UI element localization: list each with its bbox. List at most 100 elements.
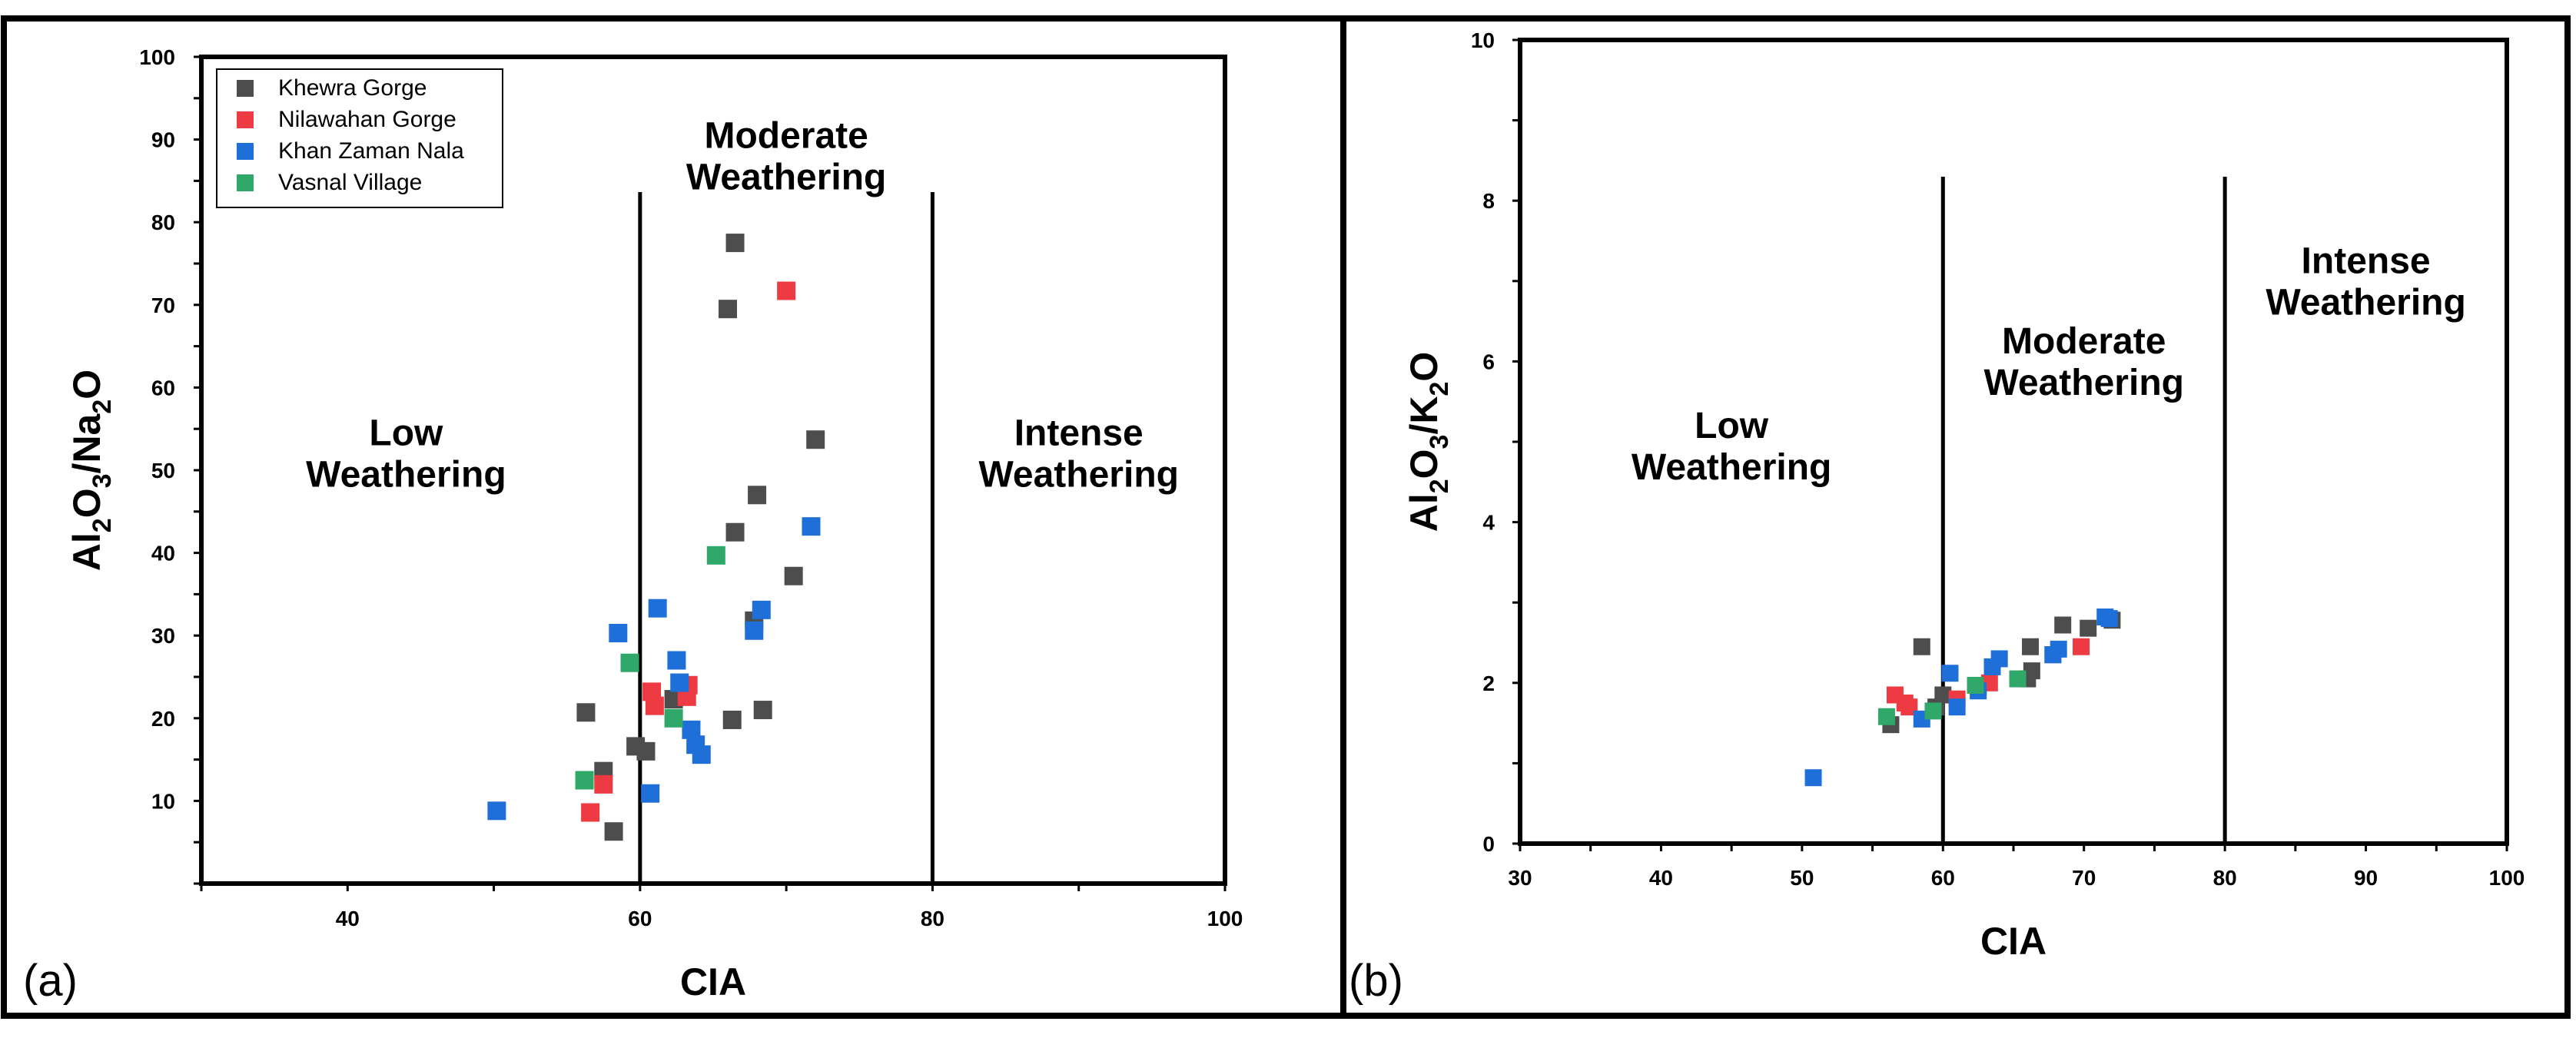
panel-label-b: (b) bbox=[1349, 956, 1403, 1006]
boundary-lines-b bbox=[1940, 177, 2227, 844]
y-tick-label-a: 70 bbox=[151, 293, 175, 317]
x-tick-label-a: 80 bbox=[921, 907, 944, 930]
data-point-khan-zaman-a bbox=[670, 673, 689, 692]
data-point-khan-zaman-a bbox=[692, 745, 711, 764]
x-axis-label-a: CIA bbox=[680, 960, 746, 1003]
x-tick-label-b: 50 bbox=[1790, 866, 1814, 890]
chart-panel-b: Low Weathering Moderate Weathering Intense We… bbox=[1349, 28, 2525, 1006]
data-point-vasnal-b bbox=[1967, 676, 1984, 694]
data-point-vasnal-a bbox=[620, 653, 639, 672]
legend: Khewra Gorge Nilawahan Gorge Khan Zaman … bbox=[216, 68, 503, 208]
boundary-lines-a bbox=[638, 192, 934, 884]
y-tick-label-b: 2 bbox=[1482, 672, 1495, 695]
y-axis-label-a: Al2O3/Na2O bbox=[65, 370, 117, 571]
points-a bbox=[487, 234, 825, 841]
data-point-nilawahan-b bbox=[2073, 638, 2090, 655]
zone-label-low-b: Low Weathering bbox=[1632, 406, 1831, 488]
data-point-khewra-a bbox=[604, 822, 623, 841]
data-point-khewra-b bbox=[2054, 616, 2072, 634]
panel-label-a: (a) bbox=[23, 956, 78, 1006]
y-tick-label-b: 6 bbox=[1482, 350, 1495, 373]
x-tick-label-a: 60 bbox=[628, 907, 652, 930]
y-tick-label-b: 4 bbox=[1482, 511, 1495, 535]
data-point-khan-zaman-a bbox=[487, 801, 506, 821]
data-point-khewra-a bbox=[576, 703, 596, 722]
data-point-khewra-b bbox=[2022, 638, 2040, 655]
x-tick-label-a: 40 bbox=[336, 907, 360, 930]
data-point-khan-zaman-a bbox=[641, 784, 660, 803]
x-tick-label-b: 100 bbox=[2489, 866, 2525, 890]
x-tick-label-a: 100 bbox=[1207, 907, 1243, 930]
data-point-khewra-a bbox=[748, 486, 767, 505]
y-tick-label-b: 8 bbox=[1482, 189, 1495, 213]
zone-label-intense-a: Intense Weathering bbox=[978, 413, 1178, 496]
data-point-khan-zaman-b bbox=[1948, 698, 1966, 716]
data-point-khewra-b bbox=[2023, 662, 2040, 680]
legend-marker-nilawahan bbox=[237, 111, 254, 128]
data-point-khewra-a bbox=[753, 701, 772, 720]
y-tick-label-a: 80 bbox=[151, 211, 175, 234]
legend-label-khan-zaman: Khan Zaman Nala bbox=[278, 138, 464, 164]
zone-label-intense-b: Intense Weathering bbox=[2266, 240, 2465, 323]
data-point-khan-zaman-b bbox=[1804, 769, 1822, 787]
data-point-vasnal-b bbox=[1924, 702, 1942, 720]
legend-label-vasnal: Vasnal Village bbox=[278, 170, 422, 195]
data-point-nilawahan-a bbox=[645, 696, 664, 715]
data-point-khewra-a bbox=[725, 522, 745, 542]
data-point-khan-zaman-b bbox=[2100, 610, 2118, 628]
data-point-khewra-a bbox=[806, 430, 825, 449]
zone-label-low-a: Low Weathering bbox=[306, 413, 506, 496]
legend-marker-khan-zaman bbox=[237, 143, 254, 160]
legend-label-nilawahan: Nilawahan Gorge bbox=[278, 107, 456, 132]
data-point-vasnal-b bbox=[2009, 670, 2027, 688]
data-point-khan-zaman-b bbox=[2050, 640, 2067, 658]
legend-label-khewra: Khewra Gorge bbox=[278, 75, 427, 101]
legend-marker-khewra bbox=[237, 80, 254, 97]
zone-label-moderate-a: Moderate Weathering bbox=[686, 115, 886, 197]
data-point-vasnal-b bbox=[1877, 708, 1895, 725]
x-tick-label-b: 30 bbox=[1508, 866, 1532, 890]
y-tick-label-a: 10 bbox=[151, 789, 175, 813]
data-point-khan-zaman-a bbox=[752, 600, 771, 619]
chart-panel-a: Low Weathering Moderate Weathering Intense We… bbox=[23, 45, 1243, 1006]
y-tick-label-a: 40 bbox=[151, 542, 175, 565]
data-point-vasnal-a bbox=[664, 708, 683, 728]
y-tick-label-b: 10 bbox=[1471, 28, 1495, 52]
legend-marker-vasnal bbox=[237, 174, 254, 191]
data-point-khan-zaman-a bbox=[802, 517, 821, 536]
data-point-khewra-b bbox=[2080, 619, 2097, 637]
data-point-khewra-a bbox=[722, 710, 742, 729]
data-point-vasnal-a bbox=[706, 546, 725, 565]
zone-labels-a: Low Weathering Moderate Weathering Intense We… bbox=[306, 115, 1179, 495]
data-point-khan-zaman-a bbox=[609, 623, 628, 642]
data-point-khewra-b bbox=[1913, 638, 1930, 655]
data-point-khan-zaman-a bbox=[667, 651, 686, 670]
y-tick-label-a: 90 bbox=[151, 128, 175, 152]
data-point-nilawahan-b bbox=[1900, 698, 1918, 716]
x-tick-label-b: 70 bbox=[2072, 866, 2096, 890]
data-point-khan-zaman-b bbox=[1990, 650, 2008, 668]
legend-box bbox=[216, 68, 503, 208]
x-tick-label-b: 90 bbox=[2354, 866, 2378, 890]
zone-labels-b: Low Weathering Moderate Weathering Intense We… bbox=[1632, 240, 2466, 487]
data-point-khan-zaman-a bbox=[745, 621, 764, 640]
points-b bbox=[1804, 609, 2121, 787]
data-point-vasnal-a bbox=[575, 771, 594, 790]
data-point-khewra-a bbox=[636, 741, 656, 761]
data-point-nilawahan-a bbox=[581, 803, 600, 822]
y-tick-label-a: 50 bbox=[151, 459, 175, 483]
data-point-khan-zaman-a bbox=[648, 599, 667, 618]
y-tick-label-a: 30 bbox=[151, 624, 175, 648]
data-point-nilawahan-a bbox=[777, 281, 796, 300]
x-tick-label-b: 40 bbox=[1649, 866, 1673, 890]
data-point-khewra-a bbox=[719, 300, 738, 319]
x-tick-label-b: 80 bbox=[2213, 866, 2237, 890]
data-point-nilawahan-a bbox=[594, 774, 613, 794]
zone-label-moderate-b: Moderate Weathering bbox=[1983, 321, 2183, 403]
x-axis-label-b: CIA bbox=[1980, 920, 2047, 963]
data-point-khewra-a bbox=[725, 234, 745, 253]
y-axis-label-b: Al2O3/K2O bbox=[1403, 352, 1454, 532]
data-point-khan-zaman-b bbox=[1941, 665, 1959, 682]
ticks-a: 40 60 80 100 10 20 30 40 50 60 70 80 90 100 bbox=[139, 45, 1243, 930]
